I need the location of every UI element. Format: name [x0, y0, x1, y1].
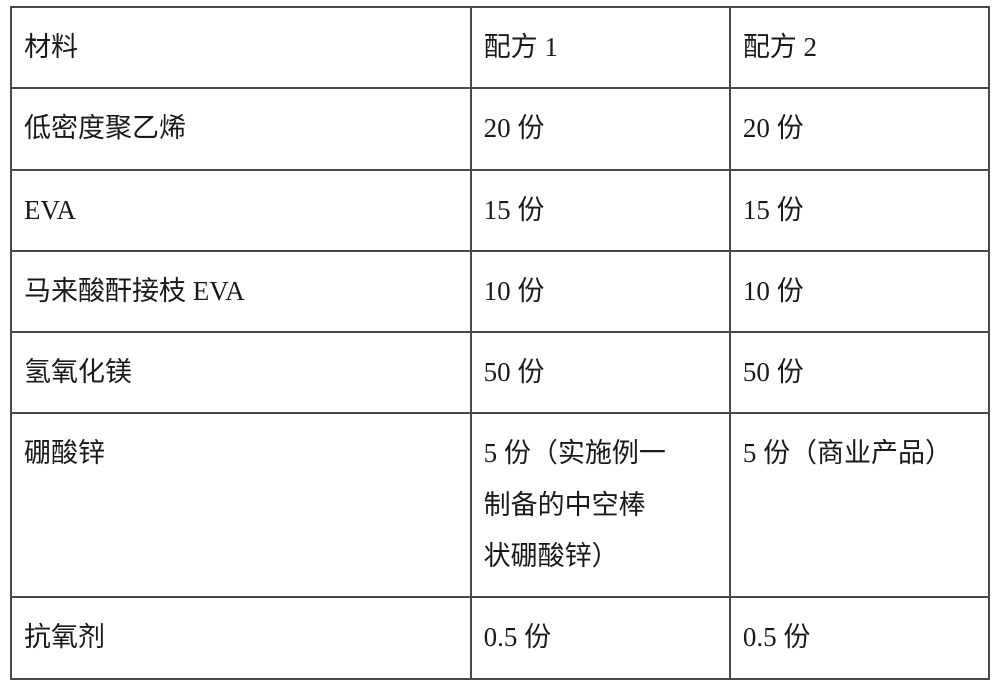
cell-formula2: 15 份 — [730, 170, 989, 251]
cell-formula1: 50 份 — [471, 332, 730, 413]
materials-table-container: 材料 配方 1 配方 2 低密度聚乙烯 20 份 20 份 EVA 15 份 1… — [0, 0, 1000, 686]
header-material: 材料 — [11, 7, 471, 88]
header-formula2: 配方 2 — [730, 7, 989, 88]
cell-formula2: 50 份 — [730, 332, 989, 413]
table-row: 硼酸锌 5 份（实施例一 制备的中空棒 状硼酸锌） 5 份（商业产品） — [11, 413, 989, 597]
table-row: 马来酸酐接枝 EVA 10 份 10 份 — [11, 251, 989, 332]
table-row: 低密度聚乙烯 20 份 20 份 — [11, 88, 989, 169]
cell-material: 氢氧化镁 — [11, 332, 471, 413]
cell-formula1: 15 份 — [471, 170, 730, 251]
materials-table: 材料 配方 1 配方 2 低密度聚乙烯 20 份 20 份 EVA 15 份 1… — [10, 6, 990, 680]
cell-formula1: 0.5 份 — [471, 597, 730, 678]
cell-formula2: 0.5 份 — [730, 597, 989, 678]
cell-material: 低密度聚乙烯 — [11, 88, 471, 169]
table-row: EVA 15 份 15 份 — [11, 170, 989, 251]
cell-material: 硼酸锌 — [11, 413, 471, 597]
cell-material: 马来酸酐接枝 EVA — [11, 251, 471, 332]
cell-formula1: 20 份 — [471, 88, 730, 169]
cell-formula2: 10 份 — [730, 251, 989, 332]
cell-formula1: 10 份 — [471, 251, 730, 332]
cell-material: 抗氧剂 — [11, 597, 471, 678]
header-formula1: 配方 1 — [471, 7, 730, 88]
table-header-row: 材料 配方 1 配方 2 — [11, 7, 989, 88]
table-row: 氢氧化镁 50 份 50 份 — [11, 332, 989, 413]
cell-formula2: 5 份（商业产品） — [730, 413, 989, 597]
table-row: 抗氧剂 0.5 份 0.5 份 — [11, 597, 989, 678]
cell-formula1: 5 份（实施例一 制备的中空棒 状硼酸锌） — [471, 413, 730, 597]
cell-material: EVA — [11, 170, 471, 251]
cell-formula2: 20 份 — [730, 88, 989, 169]
